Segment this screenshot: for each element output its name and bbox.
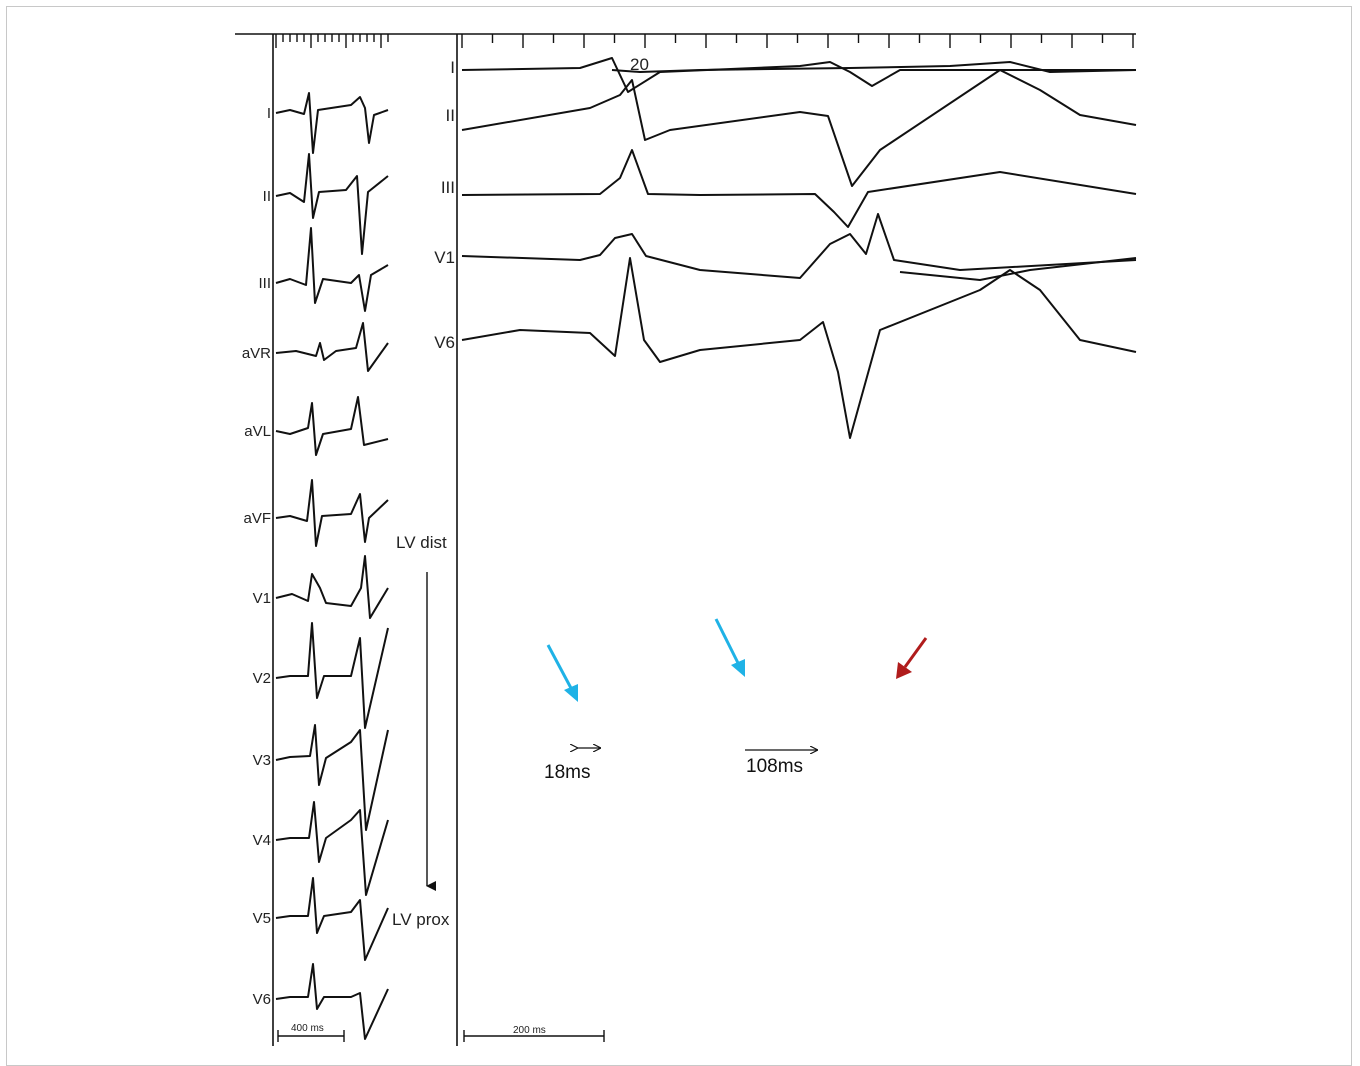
lead-label-avf: aVF: [243, 510, 271, 527]
lead-trace-v6: [275, 963, 389, 1040]
interval-18ms-label: 18ms: [544, 762, 590, 783]
lead-trace-avf: [275, 479, 389, 547]
time-ruler: [235, 33, 1136, 48]
surface-trace-v1: [461, 213, 1137, 279]
surface-leads-zoomed: [461, 57, 1137, 439]
lead-trace-v5: [275, 877, 389, 961]
surface-trace-iii: [461, 149, 1137, 228]
lead-label-v5: V5: [253, 910, 271, 927]
lv-dist-label: LV dist: [396, 533, 447, 552]
lead-label-avl: aVL: [244, 423, 271, 440]
lead-label-v6: V6: [253, 991, 271, 1008]
lead-label-v1: V1: [253, 590, 271, 607]
lead-trace-avr: [275, 322, 389, 372]
surface-label-i: I: [450, 58, 455, 77]
lead-trace-avl: [275, 396, 389, 456]
blue-arrow-late-potential: [714, 618, 745, 677]
lead-trace-ii: [275, 153, 389, 255]
lead-trace-iii: [275, 227, 389, 312]
surface-trace-i: [461, 57, 1136, 93]
lead-trace-i: [275, 92, 389, 154]
surface-label-iii: III: [441, 178, 455, 197]
surface-trace-v1-overlay: [899, 257, 1137, 281]
surface-trace-i-overlay: [611, 61, 1137, 73]
surface-label-v6: V6: [434, 333, 455, 352]
scale-400ms-label: 400 ms: [291, 1023, 324, 1034]
twelve-lead-ecg: [275, 92, 389, 1040]
surface-label-ii: II: [446, 106, 455, 125]
scale-bar-400ms: [277, 1030, 345, 1042]
lead-label-v4: V4: [253, 832, 271, 849]
surface-label-v1: V1: [434, 248, 455, 267]
scale-bar-200ms: [463, 1030, 605, 1042]
lead-trace-v3: [275, 724, 389, 831]
lv-prox-label: LV prox: [392, 910, 450, 929]
ruler-ticks-left: [275, 34, 389, 48]
red-arrow-potential: [896, 637, 928, 679]
lead-label-avr: aVR: [242, 345, 271, 362]
lead-label-v2: V2: [253, 670, 271, 687]
lead-label-iii: III: [258, 275, 271, 292]
scale-200ms-label: 200 ms: [513, 1025, 546, 1036]
lead-trace-v2: [275, 622, 389, 729]
surface-trace-ii: [461, 69, 1137, 187]
lead-label-ii: II: [263, 188, 271, 205]
beat-number-label: 20: [630, 55, 649, 74]
lead-trace-v1: [275, 555, 389, 619]
surface-trace-v6: [461, 257, 1137, 439]
lead-label-v3: V3: [253, 752, 271, 769]
lead-label-i: I: [267, 105, 271, 122]
ruler-ticks-right: [461, 34, 1134, 48]
interval-108ms-label: 108ms: [746, 756, 803, 777]
lead-trace-v4: [275, 801, 389, 896]
blue-arrow-early-potential: [546, 644, 578, 702]
